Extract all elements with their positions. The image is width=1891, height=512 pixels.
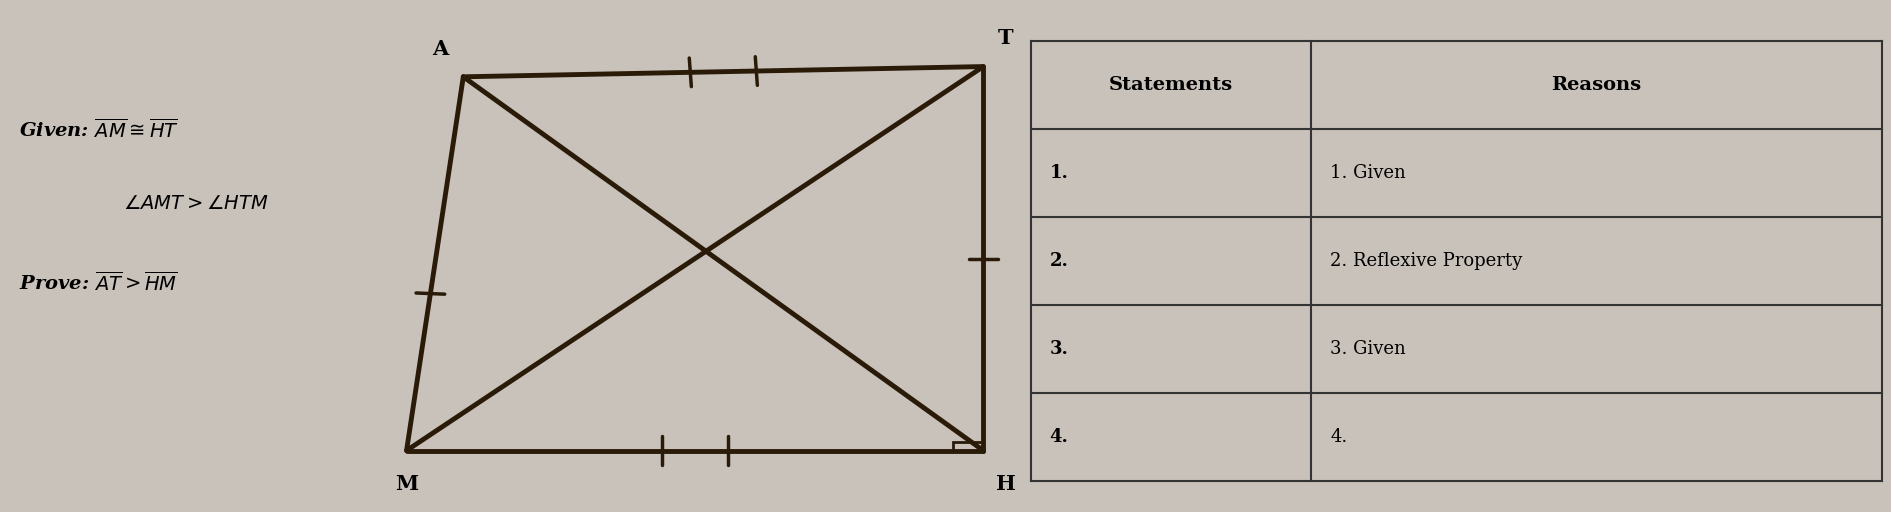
Text: 1.: 1. (1050, 164, 1068, 182)
Text: Given: $\overline{AM} \cong \overline{HT}$: Given: $\overline{AM} \cong \overline{HT… (19, 118, 180, 141)
Text: $\angle AMT > \angle HTM$: $\angle AMT > \angle HTM$ (123, 195, 269, 212)
Text: 4.: 4. (1050, 428, 1068, 446)
Text: M: M (395, 474, 418, 494)
Text: T: T (998, 28, 1014, 49)
Text: 4.: 4. (1331, 428, 1348, 446)
Text: H: H (997, 474, 1015, 494)
Text: 2. Reflexive Property: 2. Reflexive Property (1331, 252, 1522, 270)
Text: 3. Given: 3. Given (1331, 340, 1407, 358)
Text: Prove: $\overline{AT} > \overline{HM}$: Prove: $\overline{AT} > \overline{HM}$ (19, 271, 178, 295)
Text: Reasons: Reasons (1551, 76, 1641, 94)
Text: 2.: 2. (1050, 252, 1068, 270)
Text: Statements: Statements (1108, 76, 1233, 94)
Text: 3.: 3. (1050, 340, 1068, 358)
Text: 1. Given: 1. Given (1331, 164, 1407, 182)
Text: A: A (433, 38, 448, 59)
